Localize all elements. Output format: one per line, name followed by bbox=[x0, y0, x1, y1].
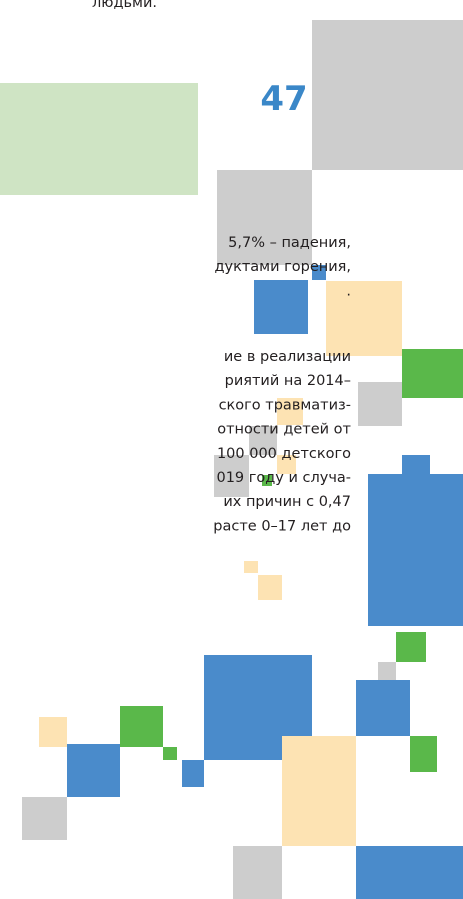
square bbox=[67, 744, 120, 797]
square bbox=[356, 680, 410, 736]
text-line: расте 0–17 лет до bbox=[213, 518, 351, 534]
square bbox=[402, 349, 463, 398]
square bbox=[254, 280, 308, 334]
page-number: 47 bbox=[260, 79, 307, 119]
square bbox=[120, 706, 163, 747]
text-line: людьми. bbox=[92, 0, 157, 11]
text-line: 019 году и случа- bbox=[216, 470, 351, 486]
square bbox=[378, 662, 396, 680]
square bbox=[233, 846, 282, 899]
square bbox=[282, 736, 356, 846]
text-line: . bbox=[346, 283, 351, 299]
text-line: ие в реализации bbox=[224, 349, 351, 365]
square bbox=[368, 474, 463, 626]
square bbox=[182, 760, 204, 787]
square bbox=[396, 632, 426, 662]
text-line: 100 000 детского bbox=[217, 446, 351, 462]
text-line: риятий на 2014– bbox=[225, 373, 351, 389]
square bbox=[410, 736, 437, 772]
text-line: дуктами горения, bbox=[214, 259, 351, 275]
text-line: отности детей от bbox=[217, 422, 351, 438]
square bbox=[244, 561, 258, 573]
square bbox=[356, 846, 463, 899]
square bbox=[22, 797, 67, 840]
page: {"page": { "top_line": "людьми.", "page_… bbox=[0, 0, 463, 899]
square bbox=[358, 382, 402, 426]
text-line: их причин с 0,47 bbox=[223, 494, 351, 510]
square bbox=[258, 575, 282, 600]
square bbox=[312, 20, 463, 170]
page-canvas: людьми. 47 5,7% – падения, дуктами горени… bbox=[0, 0, 463, 899]
square bbox=[163, 747, 177, 760]
text-line: 5,7% – падения, bbox=[228, 235, 351, 251]
square bbox=[39, 717, 67, 747]
green-box bbox=[0, 83, 198, 195]
text-line: ского травматиз- bbox=[219, 397, 351, 413]
square bbox=[326, 281, 402, 356]
